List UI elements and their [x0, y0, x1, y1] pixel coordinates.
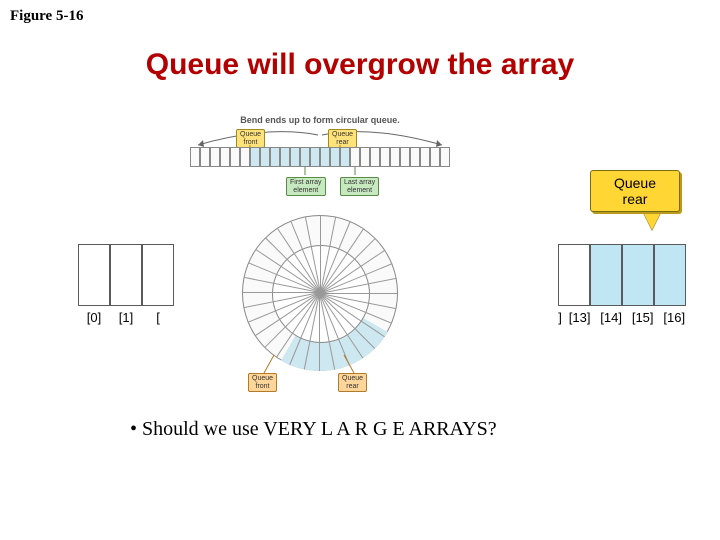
circular-ring: [242, 215, 398, 371]
callout-tail: [642, 210, 662, 230]
tag-pointers: [190, 145, 450, 205]
ring-spoke: [320, 215, 321, 293]
ring-spoke: [320, 293, 398, 294]
array-cell: [78, 244, 110, 306]
right-array-labels: ][13][14][15][16]: [550, 310, 690, 325]
page: Figure 5-16 Queue will overgrow the arra…: [0, 0, 720, 540]
bullet-text: • Should we use VERY L A R G E ARRAYS?: [130, 418, 497, 441]
array-cell: [654, 244, 686, 306]
array-cell: [110, 244, 142, 306]
bottom-tag-pointers: [240, 353, 400, 377]
index-label: [1]: [110, 310, 142, 325]
index-label: [15]: [627, 310, 659, 325]
callout-line1: Queue: [614, 175, 656, 191]
circular-queue-diagram: Bend ends up to form circular queue. Que…: [170, 115, 470, 395]
array-cell: [558, 244, 590, 306]
array-cell: [622, 244, 654, 306]
figure-label: Figure 5-16: [10, 8, 83, 25]
queue-rear-callout: Queue rear: [590, 170, 680, 212]
index-label: ]: [550, 310, 564, 325]
left-array: [78, 244, 174, 306]
index-label: [14]: [595, 310, 627, 325]
index-label: [0]: [78, 310, 110, 325]
right-array: [558, 244, 686, 306]
index-label: [13]: [564, 310, 596, 325]
callout-line2: rear: [623, 191, 648, 207]
ring-spoke: [242, 292, 320, 293]
left-array-labels: [0][1][: [78, 310, 174, 325]
array-cell: [590, 244, 622, 306]
page-title: Queue will overgrow the array: [0, 48, 720, 82]
index-label: [16]: [658, 310, 690, 325]
